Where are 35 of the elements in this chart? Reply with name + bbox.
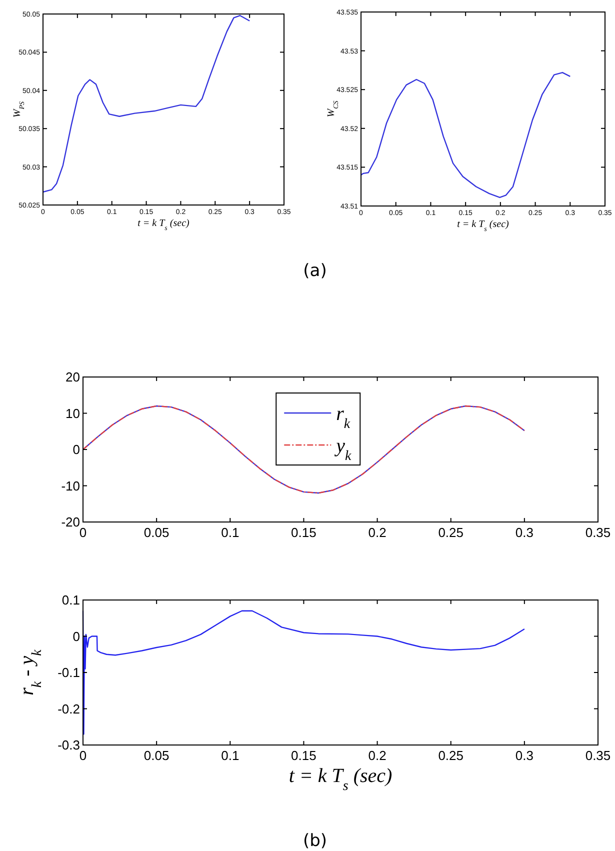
x-tick-label: 0.05 [144, 748, 170, 763]
x-tick-label: 0.3 [515, 525, 534, 540]
legend-label: r$_{k}$ [336, 403, 351, 432]
x-tick-label: 0.2 [368, 525, 386, 540]
x-tick-label: 0.1 [221, 748, 240, 763]
y-tick-label: -20 [61, 514, 80, 530]
x-tick-label: 0.35 [585, 525, 611, 540]
x-axis-title: t = k T$_{s}$ (sec) [288, 765, 393, 794]
x-tick-label: 0.35 [585, 748, 611, 763]
x-tick-label: 0.3 [515, 748, 534, 763]
x-tick-label: 0.15 [291, 525, 316, 540]
x-tick-label: 0.1 [221, 525, 240, 540]
y-tick-label: -0.3 [58, 738, 80, 753]
x-axis-title: t = k T$_{s}$ (sec) [457, 219, 510, 233]
y-tick-label: 0 [72, 628, 80, 644]
y-tick-label: 0.1 [62, 592, 80, 608]
y-tick-label: -10 [61, 478, 80, 494]
line-series [82, 610, 526, 735]
text: (a) [303, 261, 327, 281]
legend-label: y$_{k}$ [334, 435, 352, 464]
x-tick-label: 0.2 [368, 748, 386, 763]
x-tick-label: 0.25 [438, 525, 464, 540]
line-series [82, 405, 526, 494]
line-series [360, 72, 571, 198]
line-series [42, 14, 250, 193]
x-tick-label: 0.25 [438, 748, 464, 763]
y-tick-label: -0.1 [58, 665, 80, 680]
y-tick-label: -0.2 [58, 701, 80, 716]
x-tick-label: 0.05 [144, 525, 170, 540]
y-tick-label: 10 [66, 406, 80, 421]
y-tick-label: 20 [66, 370, 80, 385]
text: (b) [302, 831, 328, 851]
x-tick-label: 0.15 [291, 748, 316, 763]
y-tick-label: 0 [72, 442, 80, 458]
x-axis-title: t = k T$_{s}$ (sec) [138, 218, 190, 232]
